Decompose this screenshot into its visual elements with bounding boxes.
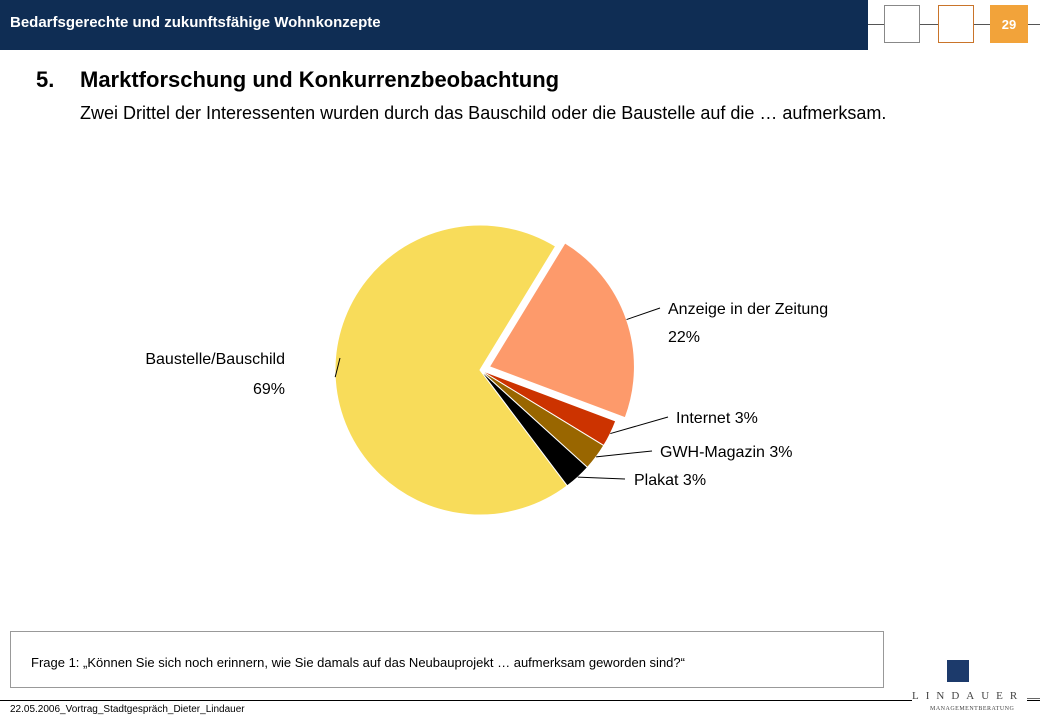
- slice-label-internet: Internet 3%: [676, 410, 758, 427]
- footer-divider: [0, 700, 1040, 701]
- header-bar: Bedarfsgerechte und zukunftsfähige Wohnk…: [0, 0, 868, 50]
- slice-label-gwh-magazin: GWH-Magazin 3%: [660, 444, 792, 461]
- slice-label-plakat: Plakat 3%: [634, 472, 706, 489]
- slice-label-anzeige-in-der-zeitung-name: Anzeige in der Zeitung: [668, 301, 828, 318]
- leader-line-anzeige-in-der-zeitung: [626, 307, 661, 321]
- slice-label-anzeige-in-der-zeitung-value: 22%: [668, 329, 700, 346]
- leader-line-internet: [610, 416, 669, 435]
- footnote-text: Frage 1: „Können Sie sich noch erinnern,…: [31, 655, 685, 670]
- header-title: Bedarfsgerechte und zukunftsfähige Wohnk…: [10, 14, 381, 31]
- header-nav-box-2[interactable]: [938, 5, 974, 43]
- leader-line-plakat: [577, 476, 626, 480]
- footnote-box: Frage 1: „Können Sie sich noch erinnern,…: [10, 631, 884, 688]
- footer-text: 22.05.2006_Vortrag_Stadtgespräch_Dieter_…: [10, 704, 245, 715]
- leader-line-baustelle-bauschild: [334, 357, 341, 378]
- pie-chart: Baustelle/Bauschild 69% Anzeige in der Zei…: [145, 224, 828, 516]
- logo-wordmark: LINDAUER: [912, 690, 1028, 702]
- section-title: Marktforschung und Konkurrenzbeobachtung: [80, 67, 560, 92]
- slice-label-baustelle-bauschild-value: 69%: [253, 381, 285, 398]
- page-number-badge: 29: [990, 5, 1028, 43]
- leader-line-gwh-magazin: [596, 450, 653, 458]
- section-subtitle: Zwei Drittel der Interessenten wurden du…: [80, 103, 887, 123]
- slice-label-baustelle-bauschild-name: Baustelle/Bauschild: [145, 351, 285, 368]
- logo-mark-icon: [947, 660, 969, 682]
- logo-subtext: MANAGEMENTBERATUNG: [930, 706, 1015, 712]
- section-number: 5.: [36, 67, 55, 92]
- header-nav-box-1[interactable]: [884, 5, 920, 43]
